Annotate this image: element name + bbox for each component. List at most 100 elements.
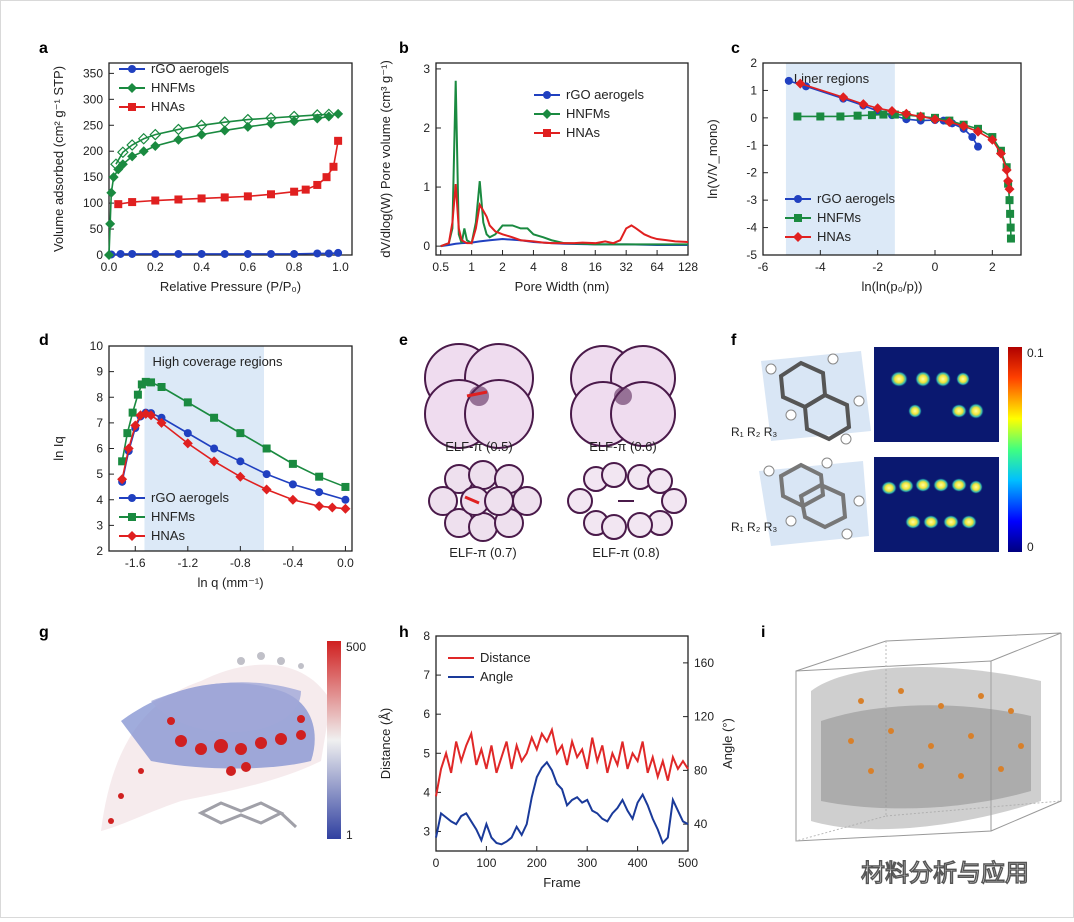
data-point	[236, 429, 245, 438]
data-point	[243, 249, 252, 258]
data-point	[172, 123, 185, 136]
y-tick-label: 50	[90, 222, 104, 236]
data-point	[183, 398, 192, 407]
y-tick-label: 6	[96, 442, 103, 456]
band-label: High coverage regions	[152, 354, 283, 369]
data-point	[334, 248, 343, 257]
x-tick-label: 1.0	[332, 260, 349, 274]
data-point	[995, 148, 1006, 159]
data-point	[879, 110, 888, 119]
series-hnfm	[440, 80, 688, 248]
elf-molecule-08	[567, 462, 687, 540]
chart-c-fhh-plot: Liner regions -6 -4 -2 0 2 -5 -4 -3 -2 -1 0 1 2 ln(ln(…	[705, 56, 1022, 294]
series-hna	[795, 78, 1015, 195]
legend-label: Distance	[480, 650, 531, 665]
data-point	[104, 250, 114, 260]
x-tick-label: 300	[577, 856, 597, 870]
plot-frame	[435, 635, 689, 852]
panel-letter-c: c	[731, 40, 740, 57]
highlight-band	[144, 346, 264, 551]
x-tick-label: 200	[527, 856, 547, 870]
series-line	[800, 82, 1011, 190]
heatmap-top	[874, 347, 999, 442]
data-point	[183, 429, 192, 438]
x-tick-label: 0.0	[337, 556, 354, 570]
legend-marker	[128, 494, 136, 502]
data-point	[795, 78, 806, 89]
elf-label-07: ELF-π (0.7)	[449, 545, 516, 560]
y-tick-label: 5	[96, 467, 103, 481]
data-point	[974, 142, 982, 151]
data-point	[267, 249, 275, 258]
data-point	[128, 408, 137, 417]
legend-label: rGO aerogels	[817, 191, 896, 206]
panel-letter-f: f	[731, 332, 737, 349]
data-point	[157, 413, 166, 422]
data-point	[138, 146, 149, 157]
data-point	[236, 457, 245, 466]
elf-label-08: ELF-π (0.8)	[592, 545, 659, 560]
data-point	[197, 194, 206, 203]
data-point	[267, 190, 275, 199]
data-point	[117, 474, 128, 485]
y-tick-label: 6	[423, 707, 430, 721]
y-tick-label: 8	[96, 390, 103, 404]
data-point	[313, 249, 322, 258]
data-point	[858, 99, 869, 110]
y2-tick-label: 40	[694, 817, 708, 831]
data-point	[197, 249, 206, 258]
data-point	[1006, 223, 1015, 232]
y-tick-label: 10	[90, 339, 104, 353]
x-tick-label: -0.4	[283, 556, 304, 570]
y-tick-label: 4	[423, 785, 430, 799]
data-point	[314, 501, 325, 512]
legend-label: Angle	[480, 669, 513, 684]
x-tick-label: 64	[650, 260, 664, 274]
data-point	[262, 470, 271, 479]
data-point	[333, 108, 344, 119]
panel-g-pointcloud: 500 1	[101, 640, 366, 842]
data-point	[901, 108, 912, 119]
x-tick-label: 4	[530, 260, 537, 274]
y-tick-label: 4	[96, 493, 103, 507]
y-tick-label: -3	[746, 193, 757, 207]
series-hnfm	[104, 108, 344, 260]
x-tick-label: -0.8	[230, 556, 251, 570]
x-tick-label: -1.6	[125, 556, 146, 570]
x-tick-label: -1.2	[177, 556, 198, 570]
data-point	[218, 116, 231, 129]
data-point	[836, 112, 845, 121]
x-tick-label: 2	[499, 260, 506, 274]
y-tick-label: 100	[83, 196, 103, 210]
data-point	[323, 108, 335, 121]
watermark: 材料分析与应用	[819, 859, 1029, 887]
data-point	[311, 109, 324, 121]
data-point	[987, 134, 998, 145]
data-point	[219, 125, 230, 136]
colorbar-f-min: 0	[1027, 540, 1034, 554]
data-point	[287, 494, 298, 505]
data-point	[235, 471, 246, 482]
data-point	[182, 438, 193, 449]
legend-marker	[543, 91, 551, 99]
data-point	[105, 218, 116, 229]
data-point	[315, 488, 324, 497]
data-point	[116, 249, 125, 258]
x-tick-label: 0.8	[286, 260, 303, 274]
data-point	[261, 484, 272, 495]
plot-frame	[762, 62, 1022, 256]
data-point	[301, 185, 310, 194]
y2-tick-label: 160	[694, 656, 714, 670]
data-point	[915, 111, 926, 122]
data-point	[146, 410, 157, 421]
x-tick-label: 0.6	[240, 260, 257, 274]
benzene-icon	[197, 801, 298, 829]
data-point	[242, 113, 254, 126]
elf-molecule-05	[424, 343, 534, 449]
data-point	[341, 482, 350, 491]
data-point	[867, 111, 876, 120]
legend-marker	[794, 195, 802, 203]
data-point	[930, 114, 940, 125]
chart-d-saxs: High coverage regions -1.6 -1.2 -0.8 -0.4 0.0…	[51, 339, 354, 590]
